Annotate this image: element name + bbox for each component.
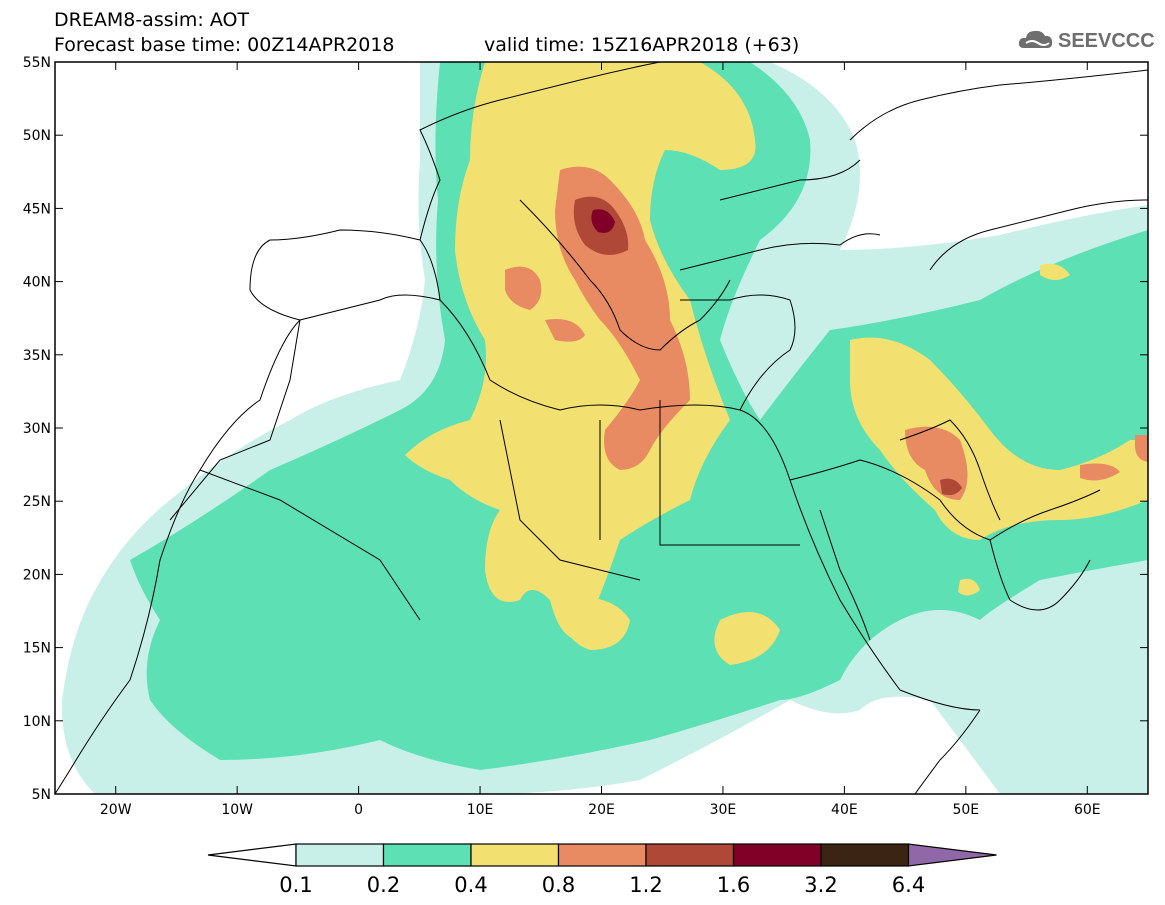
colorbar-swatch — [645, 843, 735, 867]
aot-level-0.4 — [958, 578, 980, 596]
aot-level-0.8 — [1080, 463, 1120, 481]
lon-tick-label: 10E — [467, 802, 494, 818]
colorbar-level-label: 0.2 — [367, 873, 400, 897]
lon-tick-label: 40E — [831, 802, 858, 818]
lat-tick-label: 20N — [23, 567, 51, 583]
aot-level-0.8 — [505, 266, 542, 310]
colorbar-swatch — [732, 843, 822, 867]
colorbar-level-label: 0.4 — [454, 873, 487, 897]
colorbar-swatch — [382, 843, 472, 867]
colorbar-min-arrow — [207, 843, 297, 867]
map-title: DREAM8-assim: AOT — [54, 9, 250, 31]
lat-tick-label: 10N — [23, 714, 51, 730]
aot-level-0.4 — [714, 612, 780, 665]
colorbar-swatch — [470, 843, 560, 867]
colorbar-level-label: 1.2 — [629, 873, 662, 897]
colorbar-swatch — [557, 843, 647, 867]
lon-tick-label: 0 — [354, 802, 363, 818]
lon-tick-label: 20W — [100, 802, 132, 818]
colorbar-level-label: 1.6 — [717, 873, 750, 897]
colorbar: 0.1 0.2 0.4 0.8 1.2 1.6 3.2 6.4 — [207, 843, 997, 897]
lat-tick-label: 5N — [32, 787, 51, 803]
aot-level-0.4 — [560, 597, 630, 650]
colorbar-swatch — [820, 843, 910, 867]
aot-level-0.4 — [1040, 263, 1070, 280]
cloud-icon — [1018, 30, 1053, 48]
colorbar-max-arrow — [907, 843, 997, 867]
lat-tick-label: 30N — [23, 421, 51, 437]
logo-text: SEEVCCC — [1058, 30, 1155, 52]
aot-level-0.8 — [545, 319, 585, 342]
lon-tick-label: 60E — [1074, 802, 1101, 818]
lat-tick-label: 55N — [23, 55, 51, 71]
colorbar-level-label: 3.2 — [804, 873, 837, 897]
aot-level-0.4 — [405, 62, 756, 640]
lat-tick-label: 40N — [23, 275, 51, 291]
aot-field — [61, 62, 1148, 794]
lon-tick-label: 50E — [952, 802, 979, 818]
lat-tick-label: 15N — [23, 641, 51, 657]
lat-tick-label: 35N — [23, 348, 51, 364]
seevccc-logo: SEEVCCC — [1018, 24, 1158, 54]
forecast-base-time: Forecast base time: 00Z14APR2018 — [54, 34, 395, 56]
latitude-axis: 55N 50N 45N 40N 35N 30N 25N 20N 15N 10N 5N — [23, 55, 1148, 803]
colorbar-swatch — [295, 843, 385, 867]
lat-tick-label: 25N — [23, 494, 51, 510]
colorbar-level-label: 0.8 — [542, 873, 575, 897]
aot-level-1.6 — [591, 209, 615, 233]
coastlines — [55, 62, 1148, 794]
aot-level-0.8 — [1135, 435, 1148, 462]
colorbar-level-label: 6.4 — [892, 873, 925, 897]
colorbar-level-label: 0.1 — [279, 873, 312, 897]
longitude-axis: 20W 10W 0 10E 20E 30E 40E 50E 60E — [100, 62, 1101, 818]
lon-tick-label: 30E — [710, 802, 737, 818]
lon-tick-label: 10W — [221, 802, 253, 818]
valid-time: valid time: 15Z16APR2018 (+63) — [484, 34, 800, 56]
aot-level-1.2 — [940, 478, 962, 496]
lon-tick-label: 20E — [588, 802, 615, 818]
lat-tick-label: 45N — [23, 201, 51, 217]
lat-tick-label: 50N — [23, 128, 51, 144]
